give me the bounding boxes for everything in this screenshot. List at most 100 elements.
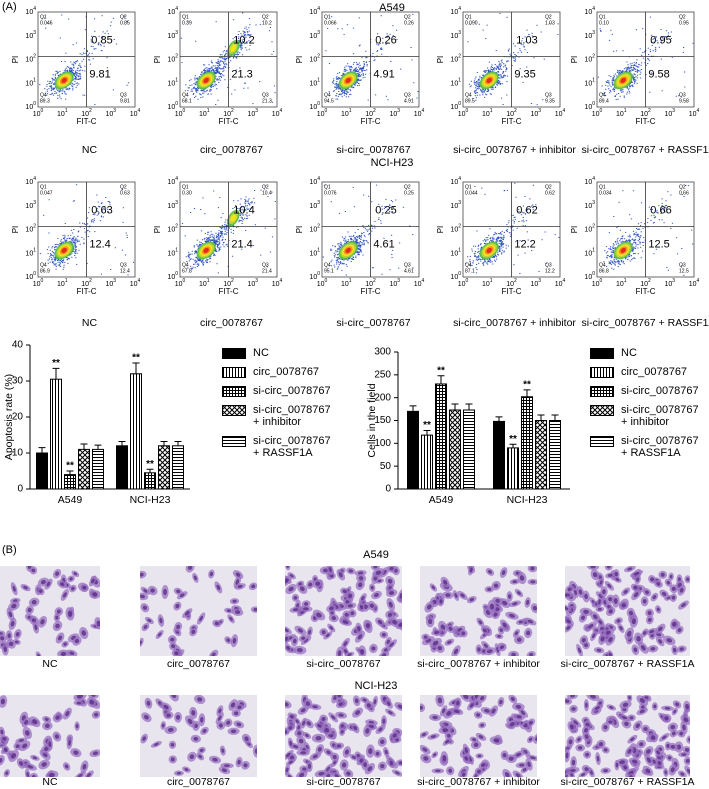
- y-axis-label: PI: [153, 56, 162, 64]
- x-axis-label: FIT-C: [219, 117, 239, 126]
- x-tick-label: 102: [81, 108, 92, 118]
- nucleus: [598, 741, 604, 747]
- tick-exponent: 0: [592, 101, 595, 107]
- tick-exponent: 1: [207, 278, 210, 284]
- nucleus: [517, 591, 521, 595]
- quadrant-name: Q2: [404, 184, 411, 190]
- tick-exponent: 1: [207, 108, 210, 114]
- nucleus: [606, 566, 611, 569]
- nucleus: [325, 633, 330, 638]
- tick-exponent: 1: [490, 278, 493, 284]
- x-tick-label: 104: [555, 278, 566, 288]
- nucleus: [302, 607, 309, 611]
- tick-exponent: 4: [280, 108, 283, 114]
- q2-value: 1.03: [516, 34, 537, 46]
- tick-exponent: 0: [600, 108, 603, 114]
- bar: [493, 420, 505, 490]
- quadrant-value: 12.5: [679, 268, 689, 274]
- nucleus: [289, 714, 294, 719]
- nucleus: [597, 607, 602, 611]
- q2-value: 0.25: [375, 204, 396, 216]
- nucleus: [21, 743, 28, 749]
- tick-exponent: 4: [138, 278, 141, 284]
- nucleus: [286, 566, 289, 569]
- y-tick-label: 101: [25, 248, 36, 258]
- nucleus: [184, 610, 190, 616]
- nucleus: [622, 702, 629, 707]
- nucleus: [652, 595, 657, 600]
- x-tick-label: 101: [57, 278, 68, 288]
- tick-exponent: 4: [563, 108, 566, 114]
- y-tick-label: 104: [584, 6, 595, 16]
- tick-exponent: 3: [175, 30, 178, 36]
- nucleus: [633, 647, 638, 653]
- image-caption: si-circ_0078767 + RASSF1A: [561, 658, 695, 670]
- nucleus: [608, 597, 613, 602]
- nucleus: [308, 582, 313, 587]
- tick-base: 10: [309, 56, 317, 63]
- nucleus: [624, 721, 629, 727]
- tick-exponent: 4: [280, 278, 283, 284]
- nucleus: [89, 699, 94, 705]
- x-tick-label: 102: [223, 108, 234, 118]
- nucleus: [191, 710, 196, 716]
- tick-exponent: 0: [600, 278, 603, 284]
- tick-exponent: 3: [255, 108, 258, 114]
- nucleus: [643, 630, 647, 635]
- tick-exponent: 0: [41, 278, 44, 284]
- nucleus: [338, 702, 343, 707]
- error-bar: [451, 403, 459, 410]
- nucleus: [244, 736, 249, 741]
- nucleus: [516, 715, 522, 719]
- nucleus: [608, 720, 613, 724]
- nucleus: [69, 577, 73, 581]
- tick-exponent: 2: [33, 224, 36, 230]
- quadrant-value: 87.1: [465, 268, 475, 274]
- nucleus: [493, 612, 498, 617]
- nucleus: [381, 653, 387, 656]
- nucleus: [157, 632, 162, 637]
- nucleus: [316, 612, 322, 618]
- nucleus: [588, 624, 594, 629]
- nucleus: [161, 723, 165, 728]
- q3-value: 12.5: [648, 239, 669, 251]
- nucleus: [649, 629, 655, 634]
- nucleus: [598, 620, 603, 625]
- tick-base: 10: [309, 250, 317, 257]
- tick-exponent: 2: [317, 54, 320, 60]
- nucleus: [77, 773, 83, 777]
- nucleus: [23, 585, 28, 590]
- tick-exponent: 1: [317, 78, 320, 84]
- y-tick-label: 101: [584, 248, 595, 258]
- quadrant-name: Q3: [120, 92, 127, 98]
- nucleus: [584, 728, 588, 733]
- x-tick-label: 103: [664, 278, 675, 288]
- tick-base: 10: [57, 281, 65, 288]
- q2-value: 0.66: [650, 204, 671, 216]
- nucleus: [18, 760, 23, 766]
- nucleus: [382, 718, 386, 724]
- y-axis-label: PI: [295, 226, 304, 234]
- x-tick-label: 104: [130, 108, 141, 118]
- quadrant-name: Q3: [262, 262, 269, 268]
- nucleus: [8, 641, 14, 647]
- q3-value: 4.91: [373, 69, 394, 81]
- x-tick-label: 101: [57, 108, 68, 118]
- tick-exponent: 1: [33, 248, 36, 254]
- error-bar: [509, 443, 517, 448]
- y-axis-label: PI: [436, 226, 445, 234]
- nucleus: [650, 633, 654, 638]
- quadrant-value: 0.090: [465, 20, 478, 26]
- tick-exponent: 3: [317, 200, 320, 206]
- legend-swatch-fill: [222, 405, 246, 416]
- x-tick-label: 102: [81, 278, 92, 288]
- nucleus: [341, 762, 347, 768]
- nucleus: [607, 583, 612, 589]
- nucleus: [685, 758, 690, 763]
- nucleus: [577, 647, 582, 654]
- legend-swatch: [590, 386, 614, 397]
- nucleus: [630, 737, 635, 742]
- nucleus: [368, 748, 373, 755]
- nucleus: [159, 617, 163, 624]
- q2-value: 0.26: [375, 34, 396, 46]
